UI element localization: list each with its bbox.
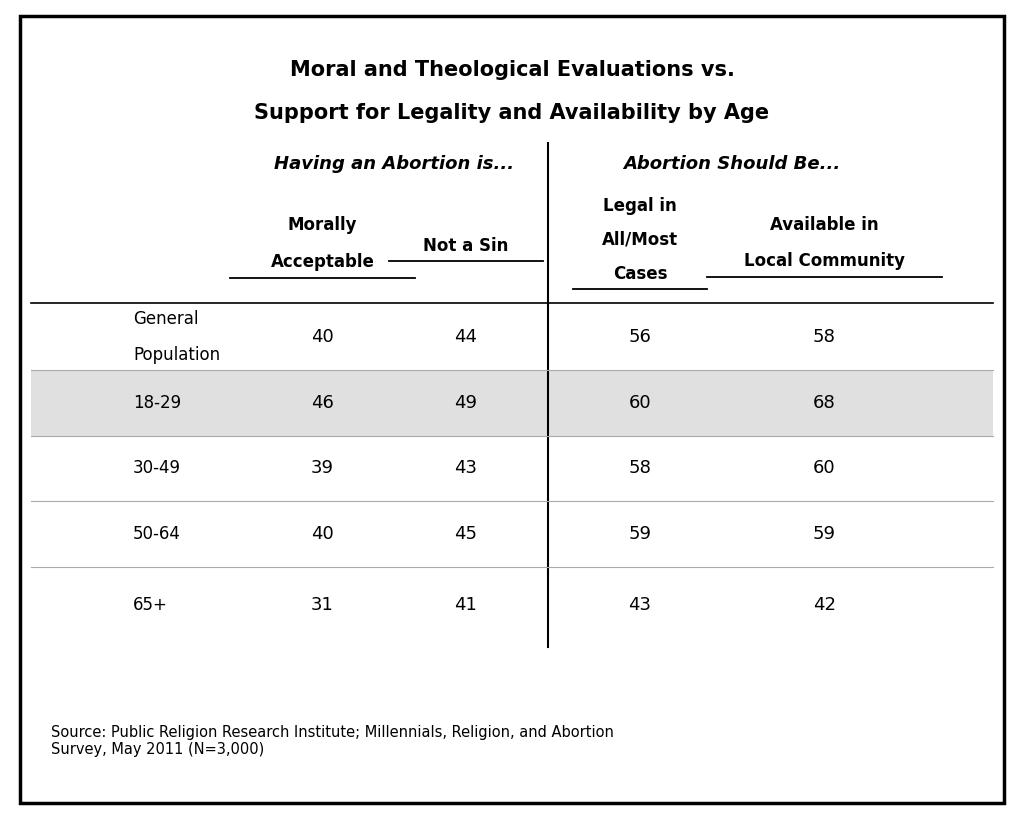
- Text: 59: 59: [629, 525, 651, 543]
- Text: 31: 31: [311, 596, 334, 613]
- Text: 42: 42: [813, 596, 836, 613]
- Text: 18-29: 18-29: [133, 394, 181, 412]
- Text: 43: 43: [455, 459, 477, 477]
- Text: Moral and Theological Evaluations vs.: Moral and Theological Evaluations vs.: [290, 60, 734, 79]
- Text: 40: 40: [311, 525, 334, 543]
- Text: Having an Abortion is...: Having an Abortion is...: [274, 155, 514, 173]
- Text: Abortion Should Be...: Abortion Should Be...: [624, 155, 841, 173]
- Text: 39: 39: [311, 459, 334, 477]
- Text: 60: 60: [629, 394, 651, 412]
- Text: 44: 44: [455, 328, 477, 346]
- Text: 58: 58: [813, 328, 836, 346]
- Text: General: General: [133, 310, 199, 328]
- FancyBboxPatch shape: [20, 16, 1004, 803]
- Text: 65+: 65+: [133, 596, 168, 613]
- Text: Support for Legality and Availability by Age: Support for Legality and Availability by…: [254, 103, 770, 123]
- Text: 40: 40: [311, 328, 334, 346]
- Text: Morally: Morally: [288, 216, 357, 234]
- Text: 41: 41: [455, 596, 477, 613]
- Text: Acceptable: Acceptable: [270, 253, 375, 271]
- Text: Population: Population: [133, 346, 220, 364]
- Text: 50-64: 50-64: [133, 525, 181, 543]
- Text: 46: 46: [311, 394, 334, 412]
- Text: 49: 49: [455, 394, 477, 412]
- Text: Source: Public Religion Research Institute; Millennials, Religion, and Abortion
: Source: Public Religion Research Institu…: [51, 725, 614, 758]
- Text: Cases: Cases: [612, 265, 668, 283]
- Text: 45: 45: [455, 525, 477, 543]
- Text: All/Most: All/Most: [602, 231, 678, 249]
- Text: Available in: Available in: [770, 216, 879, 234]
- FancyBboxPatch shape: [31, 370, 993, 436]
- Text: Legal in: Legal in: [603, 197, 677, 215]
- Text: 59: 59: [813, 525, 836, 543]
- Text: Local Community: Local Community: [743, 252, 905, 270]
- Text: Not a Sin: Not a Sin: [423, 237, 509, 255]
- Text: 68: 68: [813, 394, 836, 412]
- Text: 43: 43: [629, 596, 651, 613]
- Text: 30-49: 30-49: [133, 459, 181, 477]
- Text: 60: 60: [813, 459, 836, 477]
- Text: 58: 58: [629, 459, 651, 477]
- Text: 56: 56: [629, 328, 651, 346]
